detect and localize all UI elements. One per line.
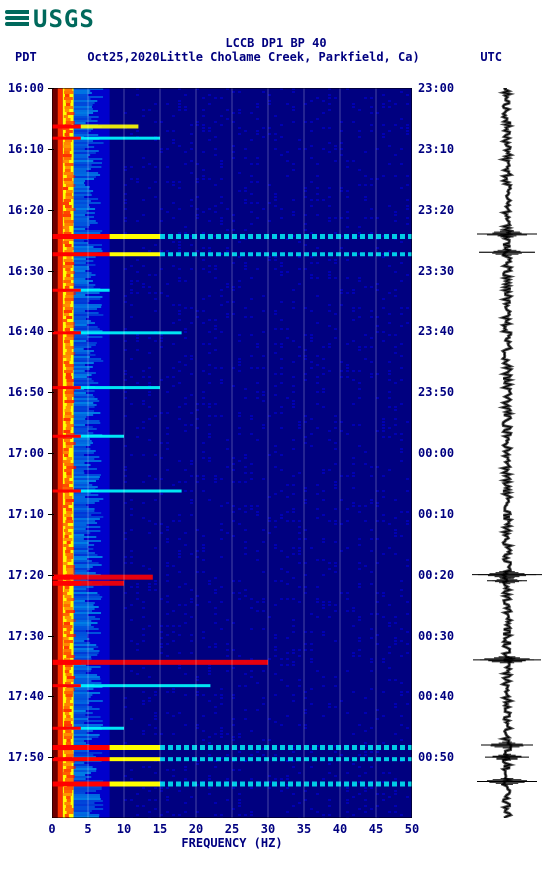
right-tick-label: 00:10 <box>418 507 454 521</box>
chart-title: LCCB DP1 BP 40 <box>0 36 552 50</box>
x-tick-label: 35 <box>297 822 311 836</box>
right-tick-label: 23:10 <box>418 142 454 156</box>
right-tick-label: 00:40 <box>418 689 454 703</box>
logo-text: USGS <box>33 5 95 33</box>
wave-icon <box>5 10 29 28</box>
x-axis-label: FREQUENCY (HZ) <box>52 836 412 850</box>
right-tick-label: 23:30 <box>418 264 454 278</box>
left-time-axis: 16:0016:1016:2016:3016:4016:5017:0017:10… <box>0 88 48 818</box>
right-tick-label: 23:40 <box>418 324 454 338</box>
x-tick-label: 50 <box>405 822 419 836</box>
left-tick-label: 16:40 <box>8 324 44 338</box>
right-tick-label: 23:20 <box>418 203 454 217</box>
right-tick-label: 23:50 <box>418 385 454 399</box>
usgs-logo: USGS <box>5 5 95 33</box>
left-tick-label: 16:50 <box>8 385 44 399</box>
header: LCCB DP1 BP 40 PDT Oct25,2020Little Chol… <box>0 36 552 64</box>
x-tick-label: 25 <box>225 822 239 836</box>
right-tick-label: 00:20 <box>418 568 454 582</box>
x-tick-label: 45 <box>369 822 383 836</box>
left-tick-label: 17:30 <box>8 629 44 643</box>
seismogram-canvas <box>472 88 542 818</box>
frequency-axis: 05101520253035404550 <box>52 818 412 838</box>
left-tick-label: 17:10 <box>8 507 44 521</box>
left-tick-label: 16:00 <box>8 81 44 95</box>
timezone-right: UTC <box>480 50 502 64</box>
x-tick-label: 5 <box>84 822 91 836</box>
right-tick-label: 23:00 <box>418 81 454 95</box>
x-tick-label: 30 <box>261 822 275 836</box>
spectrogram-canvas <box>52 88 412 818</box>
left-tick-label: 17:50 <box>8 750 44 764</box>
left-tick-label: 17:00 <box>8 446 44 460</box>
x-tick-label: 10 <box>117 822 131 836</box>
seismogram-trace <box>472 88 542 818</box>
right-tick-label: 00:30 <box>418 629 454 643</box>
x-tick-label: 15 <box>153 822 167 836</box>
right-tick-label: 00:00 <box>418 446 454 460</box>
right-time-axis: 23:0023:1023:2023:3023:4023:5000:0000:10… <box>414 88 462 818</box>
right-tick-label: 00:50 <box>418 750 454 764</box>
x-tick-label: 40 <box>333 822 347 836</box>
x-tick-label: 0 <box>48 822 55 836</box>
left-tick-label: 16:30 <box>8 264 44 278</box>
left-tick-label: 17:40 <box>8 689 44 703</box>
x-tick-label: 20 <box>189 822 203 836</box>
date: Oct25,2020 <box>87 50 159 64</box>
spectrogram-chart <box>52 88 412 818</box>
chart-subtitle: PDT Oct25,2020Little Cholame Creek, Park… <box>0 50 552 64</box>
left-tick-label: 17:20 <box>8 568 44 582</box>
left-tick-label: 16:20 <box>8 203 44 217</box>
timezone-left: PDT <box>15 50 37 64</box>
station: Little Cholame Creek, Parkfield, Ca) <box>160 50 420 64</box>
left-tick-label: 16:10 <box>8 142 44 156</box>
